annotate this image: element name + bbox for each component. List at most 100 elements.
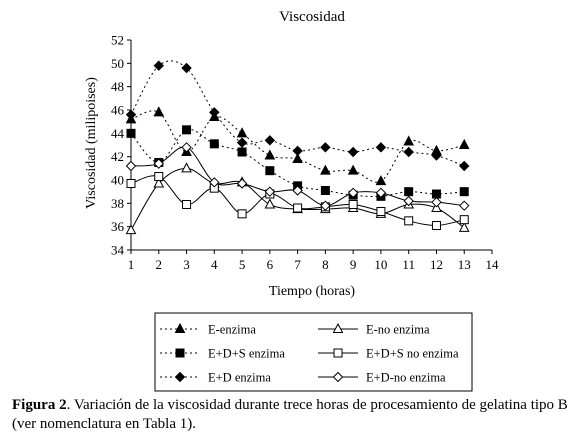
x-tick-label: 13 — [458, 257, 471, 272]
data-point — [182, 125, 192, 135]
data-point — [209, 177, 220, 188]
legend-label: E+D+S no enzima — [366, 347, 459, 361]
x-tick-label: 14 — [486, 257, 500, 272]
data-point — [431, 196, 442, 208]
data-point — [459, 200, 470, 211]
data-point — [154, 172, 164, 181]
data-point — [347, 187, 359, 199]
legend-marker — [332, 322, 344, 333]
y-tick-label: 40 — [111, 173, 124, 188]
data-point — [236, 137, 248, 148]
x-tick-label: 12 — [430, 257, 443, 272]
x-tick-label: 3 — [183, 257, 190, 272]
data-point — [264, 198, 276, 209]
caption-label: Figura 2 — [12, 397, 67, 413]
data-point — [347, 146, 359, 158]
data-point — [153, 177, 165, 188]
data-point — [348, 200, 358, 209]
data-point — [320, 200, 331, 211]
x-tick-label: 6 — [267, 257, 274, 272]
data-point — [431, 221, 441, 230]
y-tick-label: 46 — [111, 103, 125, 118]
data-point — [236, 127, 248, 138]
y-tick-label: 52 — [111, 33, 124, 48]
y-tick-label: 44 — [111, 126, 125, 141]
data-point — [320, 186, 330, 195]
data-point — [182, 200, 192, 209]
data-point — [181, 162, 192, 173]
data-point — [403, 135, 415, 146]
x-tick-label: 2 — [156, 257, 163, 272]
data-point — [265, 166, 275, 176]
data-point — [153, 60, 164, 71]
data-point — [237, 147, 247, 157]
legend: E-enzima E-no enzima E+D+S enzima E+D+S no … — [160, 323, 459, 385]
y-tick-label: 38 — [111, 196, 124, 211]
legend-marker — [174, 371, 186, 383]
y-axis-title: Viscosidad (milipoises) — [84, 77, 99, 209]
data-point — [458, 138, 470, 149]
series-line-2 — [130, 167, 465, 231]
data-point — [320, 142, 331, 153]
data-point — [347, 164, 359, 175]
data-point — [292, 145, 303, 157]
data-point — [264, 149, 276, 160]
data-point — [293, 203, 303, 213]
x-tick-label: 10 — [374, 257, 387, 272]
legend-label: E+D+S enzima — [208, 347, 285, 361]
legend-box — [154, 312, 473, 392]
data-point — [431, 150, 442, 161]
data-point — [375, 187, 387, 199]
x-tick-label: 11 — [402, 257, 415, 272]
data-point — [126, 179, 136, 188]
data-point — [459, 160, 470, 172]
x-tick-label: 1 — [128, 257, 135, 272]
legend-marker — [333, 348, 343, 358]
legend-label: E-enzima — [208, 323, 256, 337]
data-point — [404, 187, 414, 197]
data-point — [375, 175, 387, 186]
data-point — [125, 160, 137, 172]
data-point — [459, 215, 469, 225]
x-tick-label: 7 — [294, 257, 301, 272]
data-point — [431, 189, 441, 199]
data-point — [264, 186, 276, 197]
x-tick-label: 4 — [211, 257, 218, 272]
data-point — [153, 106, 165, 117]
data-point — [459, 187, 469, 197]
legend-marker — [332, 371, 344, 383]
data-point — [320, 164, 331, 175]
data-point — [126, 128, 136, 138]
data-point — [403, 146, 414, 158]
data-point — [404, 216, 414, 226]
legend-marker — [174, 322, 186, 333]
legend-label: E+D-no enzima — [366, 371, 446, 385]
data-point — [153, 158, 164, 169]
data-point — [264, 135, 276, 146]
legend-marker — [175, 348, 185, 358]
legend-label: E+D enzima — [208, 371, 271, 385]
x-tick-label: 9 — [350, 257, 357, 272]
y-tick-label: 42 — [111, 149, 124, 164]
data-point — [458, 221, 470, 232]
data-point — [292, 152, 303, 163]
legend-label: E-no enzima — [366, 323, 430, 337]
data-point — [209, 107, 220, 118]
data-point — [237, 209, 247, 219]
data-point — [181, 142, 192, 153]
figure-caption: Figura 2. Variación de la viscosidad dur… — [12, 396, 568, 434]
x-tick-label: 5 — [239, 257, 246, 272]
y-tick-label: 36 — [111, 219, 125, 234]
data-point — [376, 207, 386, 216]
data-point — [292, 185, 303, 196]
x-tick-label: 8 — [322, 257, 329, 272]
data-point — [209, 139, 219, 149]
y-tick-label: 48 — [111, 79, 124, 94]
caption-text: . Variación de la viscosidad durante tre… — [12, 397, 568, 432]
data-point — [375, 142, 387, 153]
y-tick-label: 34 — [111, 243, 125, 258]
data-point — [125, 224, 137, 235]
chart-title: Viscosidad — [279, 9, 345, 25]
